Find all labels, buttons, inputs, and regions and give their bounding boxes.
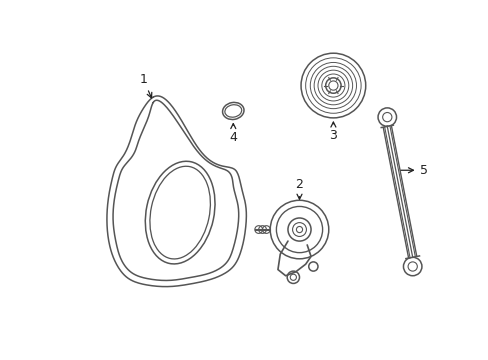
- Text: 1: 1: [139, 73, 151, 98]
- Text: 5: 5: [400, 164, 427, 177]
- Text: 2: 2: [295, 178, 303, 199]
- Text: 3: 3: [329, 122, 337, 143]
- Text: 4: 4: [229, 123, 237, 144]
